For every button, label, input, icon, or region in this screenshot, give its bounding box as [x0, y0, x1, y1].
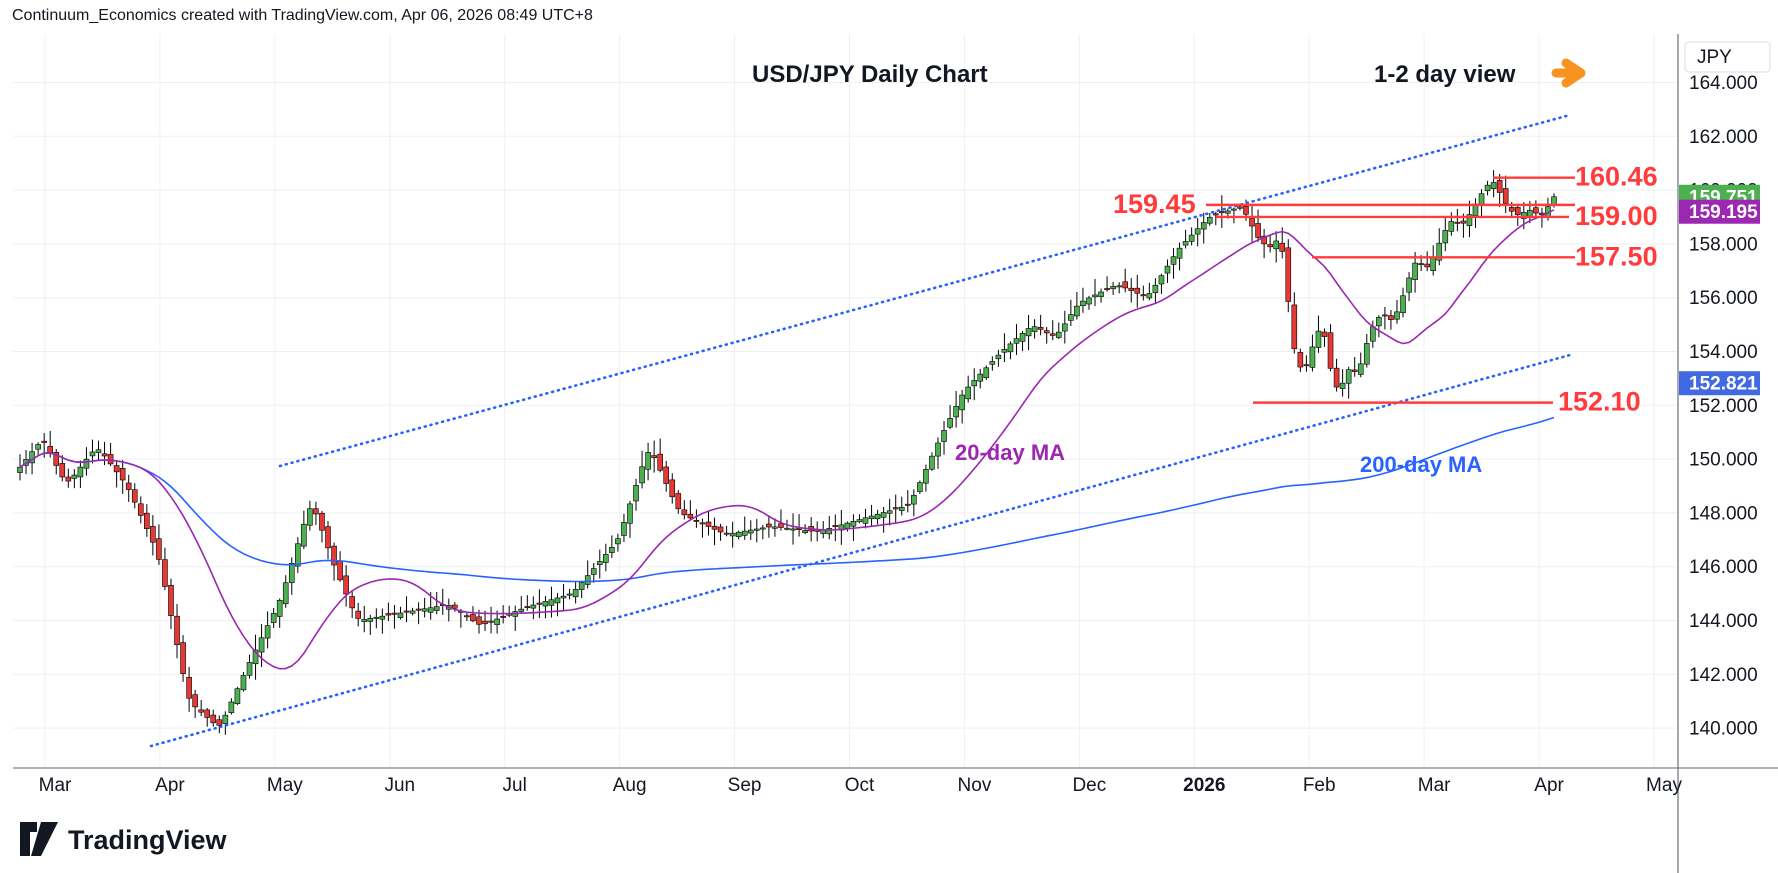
- svg-text:152.10: 152.10: [1558, 387, 1641, 417]
- svg-text:150.000: 150.000: [1689, 450, 1758, 471]
- svg-text:Feb: Feb: [1303, 775, 1336, 796]
- svg-text:Mar: Mar: [39, 775, 72, 796]
- svg-text:Dec: Dec: [1072, 775, 1106, 796]
- svg-text:Sep: Sep: [728, 775, 762, 796]
- svg-text:Nov: Nov: [958, 775, 992, 796]
- svg-text:JPY: JPY: [1697, 47, 1732, 68]
- svg-text:20-day MA: 20-day MA: [955, 440, 1065, 465]
- svg-text:148.000: 148.000: [1689, 503, 1758, 524]
- svg-text:162.000: 162.000: [1689, 127, 1758, 148]
- svg-text:TradingView: TradingView: [68, 825, 228, 855]
- svg-text:Apr: Apr: [155, 775, 185, 796]
- svg-text:USD/JPY Daily Chart: USD/JPY Daily Chart: [752, 61, 988, 88]
- svg-text:Oct: Oct: [845, 775, 875, 796]
- svg-text:Aug: Aug: [613, 775, 647, 796]
- svg-text:200-day MA: 200-day MA: [1360, 452, 1482, 477]
- svg-text:May: May: [1646, 775, 1682, 796]
- svg-text:159.45: 159.45: [1113, 189, 1196, 219]
- svg-text:142.000: 142.000: [1689, 665, 1758, 686]
- svg-text:159.195: 159.195: [1689, 202, 1758, 223]
- svg-text:Jun: Jun: [384, 775, 415, 796]
- svg-text:164.000: 164.000: [1689, 73, 1758, 94]
- svg-text:152.000: 152.000: [1689, 396, 1758, 417]
- svg-text:157.50: 157.50: [1575, 241, 1658, 271]
- svg-text:Continuum_Economics created wi: Continuum_Economics created with Trading…: [12, 7, 593, 24]
- svg-text:Mar: Mar: [1418, 775, 1451, 796]
- svg-text:2026: 2026: [1183, 775, 1225, 796]
- svg-text:1-2 day view: 1-2 day view: [1374, 61, 1516, 88]
- svg-text:158.000: 158.000: [1689, 234, 1758, 255]
- svg-text:144.000: 144.000: [1689, 611, 1758, 632]
- svg-text:154.000: 154.000: [1689, 342, 1758, 363]
- svg-text:152.821: 152.821: [1689, 374, 1758, 395]
- svg-text:156.000: 156.000: [1689, 288, 1758, 309]
- svg-text:Apr: Apr: [1534, 775, 1564, 796]
- svg-text:146.000: 146.000: [1689, 557, 1758, 578]
- svg-text:May: May: [267, 775, 303, 796]
- svg-text:140.000: 140.000: [1689, 719, 1758, 740]
- svg-text:160.46: 160.46: [1575, 162, 1658, 192]
- svg-text:159.00: 159.00: [1575, 201, 1658, 231]
- svg-text:Jul: Jul: [503, 775, 527, 796]
